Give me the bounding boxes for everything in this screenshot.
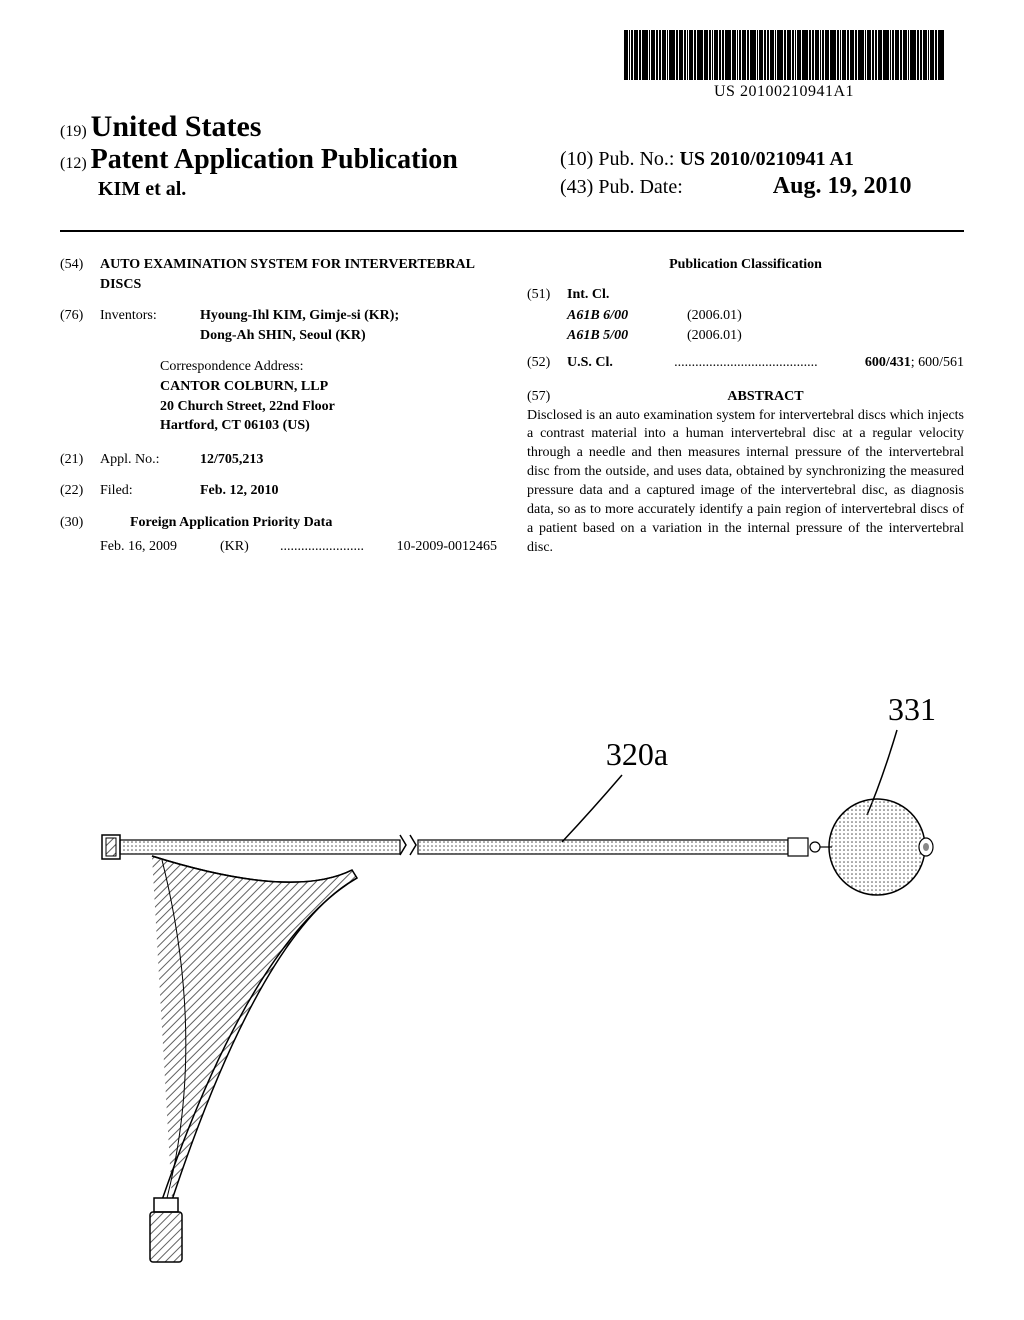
intcl-year-1: (2006.01): [687, 306, 742, 326]
uscl-label: U.S. Cl.: [567, 353, 627, 373]
filed-value: Feb. 12, 2010: [200, 481, 497, 501]
pub-no-num: (10): [560, 148, 593, 170]
inventor-2: Dong-Ah SHIN, Seoul (KR): [200, 326, 497, 346]
uscl-dots: ........................................…: [627, 353, 865, 373]
document-header: (19) United States (12) Patent Applicati…: [60, 110, 964, 201]
inventor-1: Hyoung-Ihl KIM, Gimje-si (KR);: [200, 306, 497, 326]
main-shaft: [102, 835, 832, 859]
foreign-date: Feb. 16, 2009: [100, 537, 220, 557]
abstract-num: (57): [527, 387, 567, 407]
bibliographic-columns: (54) AUTO EXAMINATION SYSTEM FOR INTERVE…: [60, 255, 964, 558]
appl-num: (21): [60, 450, 100, 470]
intcl-code-1: A61B 6/00: [567, 306, 687, 326]
lead-line-320a: [562, 775, 622, 842]
filed-num: (22): [60, 481, 100, 501]
patent-figure: 331 320a: [60, 660, 964, 1280]
figure-svg: 331 320a: [60, 660, 964, 1280]
intcl-year-2: (2006.01): [687, 326, 742, 346]
foreign-title: Foreign Application Priority Data: [130, 513, 497, 533]
appl-value: 12/705,213: [200, 450, 497, 470]
intcl-code-2: A61B 5/00: [567, 326, 687, 346]
pub-date-label: Pub. Date:: [598, 176, 682, 198]
foreign-dots: ........................: [280, 537, 397, 557]
pub-date-value: Aug. 19, 2010: [773, 173, 912, 199]
pub-no-value: US 2010/0210941 A1: [679, 148, 853, 170]
header-divider: [60, 230, 964, 232]
correspondence-label: Correspondence Address:: [160, 357, 497, 377]
foreign-app-number: 10-2009-0012465: [397, 537, 497, 557]
corr-line-1: CANTOR COLBURN, LLP: [160, 377, 497, 397]
intcl-num: (51): [527, 285, 567, 305]
uscl-val-bold: 600/431: [865, 355, 911, 370]
filed-label: Filed:: [100, 481, 200, 501]
pub-classification-title: Publication Classification: [527, 255, 964, 275]
uscl-num: (52): [527, 353, 567, 373]
foreign-num: (30): [60, 513, 100, 533]
circle-component: [829, 799, 933, 895]
title-num: (54): [60, 255, 100, 294]
foreign-country: (KR): [220, 537, 280, 557]
country-num: (19): [60, 123, 87, 140]
right-column: Publication Classification (51) Int. Cl.…: [527, 255, 964, 558]
inventors-label: Inventors:: [100, 306, 200, 345]
abstract-text: Disclosed is an auto examination system …: [527, 407, 964, 558]
left-column: (54) AUTO EXAMINATION SYSTEM FOR INTERVE…: [60, 255, 497, 558]
pub-type-num: (12): [60, 155, 87, 172]
appl-label: Appl. No.:: [100, 450, 200, 470]
corr-line-2: 20 Church Street, 22nd Floor: [160, 397, 497, 417]
figure-label-320a: 320a: [606, 736, 668, 772]
barcode-text: US 20100210941A1: [624, 83, 944, 101]
curved-tube: [150, 856, 357, 1262]
invention-title: AUTO EXAMINATION SYSTEM FOR INTERVERTEBR…: [100, 255, 497, 294]
country-name: United States: [91, 110, 262, 143]
pub-type: Patent Application Publication: [91, 144, 458, 175]
barcode-graphic: [624, 30, 944, 80]
abstract-title: ABSTRACT: [567, 387, 964, 407]
figure-label-331: 331: [888, 691, 936, 727]
pub-date-num: (43): [560, 176, 593, 198]
inventors-num: (76): [60, 306, 100, 345]
pub-no-label: Pub. No.:: [598, 148, 674, 170]
corr-line-3: Hartford, CT 06103 (US): [160, 416, 497, 436]
intcl-label: Int. Cl.: [567, 285, 964, 305]
barcode-region: US 20100210941A1: [624, 30, 944, 101]
uscl-val-rest: ; 600/561: [911, 355, 964, 370]
